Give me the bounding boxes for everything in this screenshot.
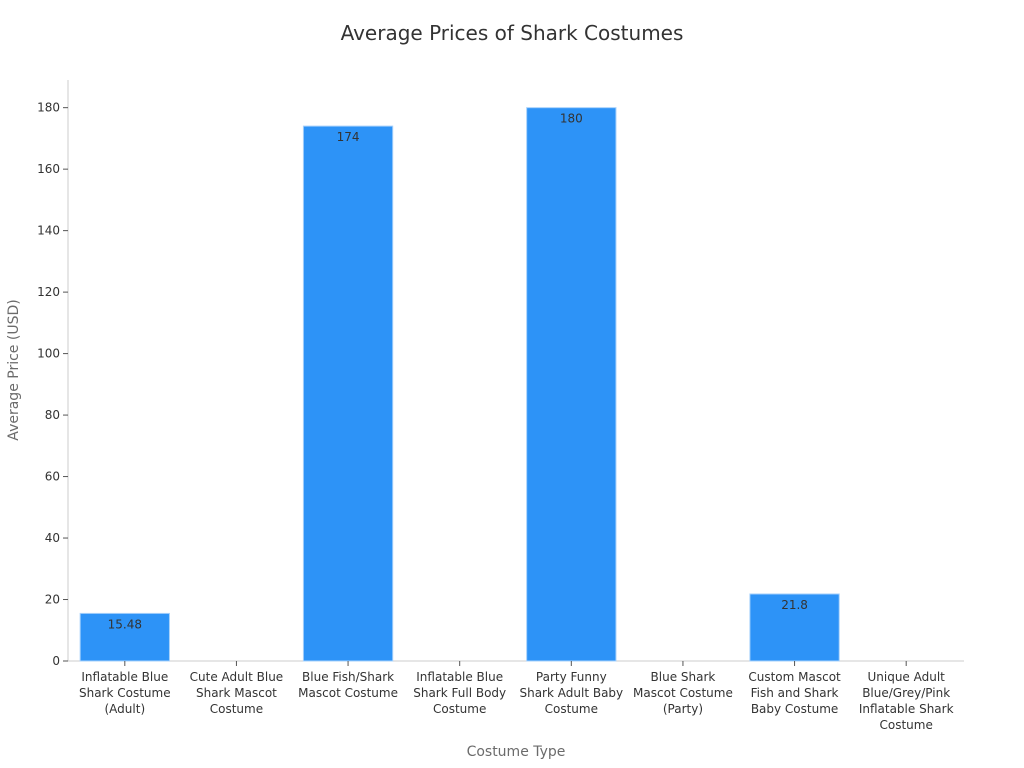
x-tick-label-line: Inflatable Blue — [81, 670, 168, 684]
x-tick-label-line: Shark Adult Baby — [519, 686, 623, 700]
bar-3 — [302, 125, 394, 662]
x-tick-label-line: Shark Mascot — [196, 686, 277, 700]
y-tick-label: 80 — [45, 408, 60, 422]
x-tick-label-line: Costume — [880, 718, 933, 732]
x-axis-title: Costume Type — [467, 744, 566, 760]
data-label: 21.8 — [781, 598, 808, 612]
x-tick-label-line: Costume — [433, 702, 486, 716]
y-tick-label: 140 — [37, 224, 60, 238]
bar-5 — [526, 107, 617, 662]
x-tick-label: Party Funny Shark Adult Baby Costume — [519, 670, 623, 716]
x-tick-label-line: (Adult) — [105, 702, 146, 716]
x-tick-label-line: Mascot Costume — [298, 686, 398, 700]
x-tick-label-line: Inflatable Blue — [416, 670, 503, 684]
bar-1 — [79, 612, 170, 662]
plot-area: 0 20 40 60 80 100 120 140 160 180 15.48 Inflatable … — [37, 101, 954, 732]
y-tick-label: 20 — [45, 593, 60, 607]
x-tick-label: Inflatable Blue Shark Full Body Costume — [413, 670, 506, 716]
x-tick-label-line: Custom Mascot — [748, 670, 841, 684]
x-tick-label: Unique Adult Blue/Grey/Pink Inflatable Sha… — [859, 670, 954, 732]
x-tick-label-line: Blue Fish/Shark — [302, 670, 394, 684]
x-tick-label-line: Blue Shark — [651, 670, 716, 684]
y-tick-label: 120 — [37, 285, 60, 299]
x-tick-label: Custom Mascot Fish and Shark Baby Costume — [748, 670, 841, 716]
y-tick-label: 100 — [37, 347, 60, 361]
x-tick-label: Cute Adult Blue Shark Mascot Costume — [190, 670, 284, 716]
x-tick-label-line: Cute Adult Blue — [190, 670, 284, 684]
y-tick-label: 0 — [52, 654, 60, 668]
x-tick-label: Blue Shark Mascot Costume (Party) — [633, 670, 733, 716]
x-tick-label-line: (Party) — [663, 702, 703, 716]
data-label: 15.48 — [108, 617, 142, 631]
y-tick-label: 40 — [45, 531, 60, 545]
y-tick-label: 60 — [45, 470, 60, 484]
chart-title: Average Prices of Shark Costumes — [341, 21, 684, 45]
x-tick-label-line: Inflatable Shark — [859, 702, 954, 716]
x-tick-label-line: Baby Costume — [751, 702, 838, 716]
x-tick-label-line: Costume — [210, 702, 263, 716]
y-tick-label: 180 — [37, 101, 60, 115]
x-tick-label-line: Shark Costume — [79, 686, 171, 700]
x-tick-label-line: Costume — [545, 702, 598, 716]
data-label: 180 — [560, 112, 583, 126]
bar-7 — [749, 593, 840, 662]
x-tick-label-line: Blue/Grey/Pink — [862, 686, 950, 700]
x-tick-label-line: Fish and Shark — [751, 686, 839, 700]
y-tick-label: 160 — [37, 162, 60, 176]
x-tick-label-line: Mascot Costume — [633, 686, 733, 700]
y-axis-title: Average Price (USD) — [6, 299, 22, 440]
x-tick-label-line: Unique Adult — [867, 670, 945, 684]
x-tick-label: Blue Fish/Shark Mascot Costume — [298, 670, 398, 700]
x-tick-label: Inflatable Blue Shark Costume (Adult) — [79, 670, 171, 716]
x-tick-label-line: Party Funny — [536, 670, 607, 684]
x-tick-label-line: Shark Full Body — [413, 686, 506, 700]
data-label: 174 — [337, 130, 360, 144]
